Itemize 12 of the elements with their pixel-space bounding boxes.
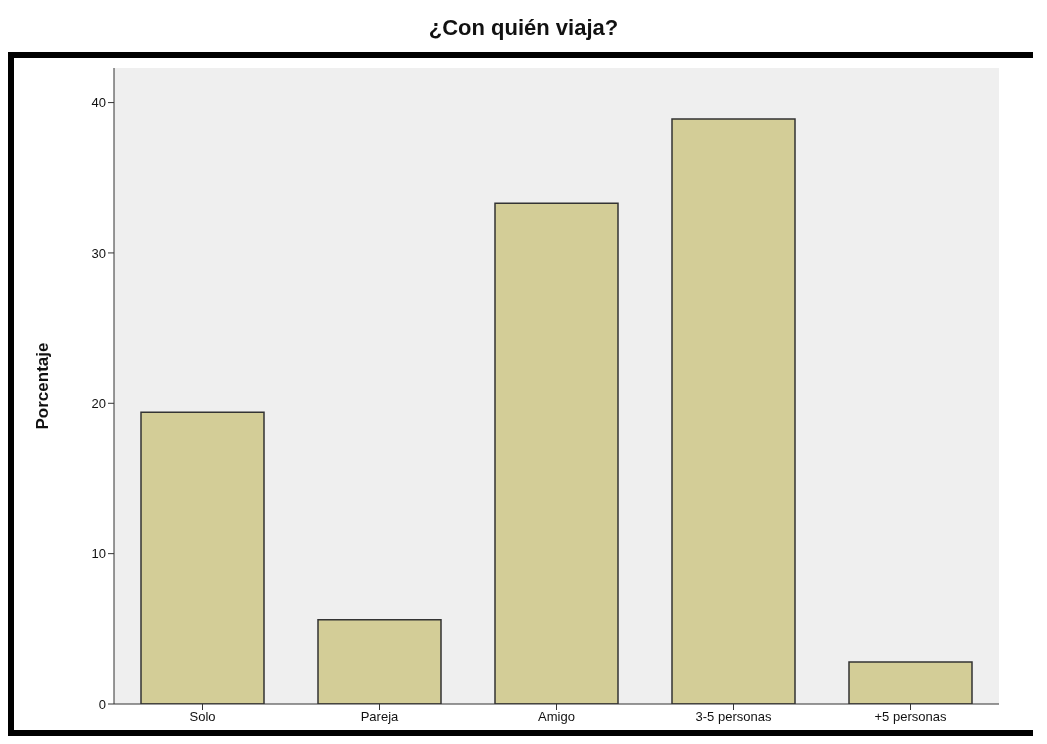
x-tick-label: Amigo [538,709,575,725]
y-axis-title: Porcentaje [33,342,53,430]
x-tick-label: +5 personas [874,709,947,725]
y-tick-label: 0 [98,696,106,712]
x-tick-label: Solo [189,709,216,725]
y-tick-label: 30 [91,245,106,261]
y-tick-label: 20 [91,395,106,411]
chart-title: ¿Con quién viaja? [427,14,620,42]
y-tick-label: 40 [91,95,106,111]
y-tick-label: 10 [91,546,106,562]
x-tick-label: 3-5 personas [695,709,772,725]
x-tick-label: Pareja [360,709,400,725]
